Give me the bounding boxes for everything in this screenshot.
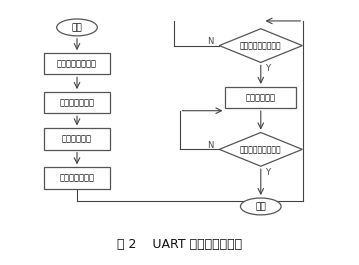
Polygon shape (219, 29, 302, 63)
Text: N: N (207, 141, 214, 150)
Text: 进行串并转换: 进行串并转换 (246, 93, 276, 102)
Ellipse shape (57, 19, 97, 36)
Text: 是否有串行数据输入: 是否有串行数据输入 (240, 41, 281, 50)
Text: 设置字符格式: 设置字符格式 (62, 134, 92, 143)
Text: Y: Y (265, 168, 270, 177)
Polygon shape (219, 132, 302, 166)
Text: 结束: 结束 (255, 202, 266, 211)
FancyBboxPatch shape (44, 128, 110, 150)
Text: Y: Y (265, 64, 270, 73)
FancyBboxPatch shape (225, 87, 296, 108)
Ellipse shape (241, 198, 281, 215)
FancyBboxPatch shape (44, 92, 110, 113)
Text: 设置中断寄存器: 设置中断寄存器 (60, 173, 94, 182)
Text: N: N (207, 37, 214, 46)
FancyBboxPatch shape (44, 167, 110, 188)
Text: 图 2    UART 模块通讯流程图: 图 2 UART 模块通讯流程图 (117, 237, 242, 251)
Text: 单片机是否读取数据: 单片机是否读取数据 (240, 145, 281, 154)
FancyBboxPatch shape (44, 53, 110, 74)
Text: 设置串行波特率: 设置串行波特率 (60, 98, 94, 107)
Text: 设置通道片选信号: 设置通道片选信号 (57, 59, 97, 68)
Text: 开始: 开始 (72, 23, 82, 32)
